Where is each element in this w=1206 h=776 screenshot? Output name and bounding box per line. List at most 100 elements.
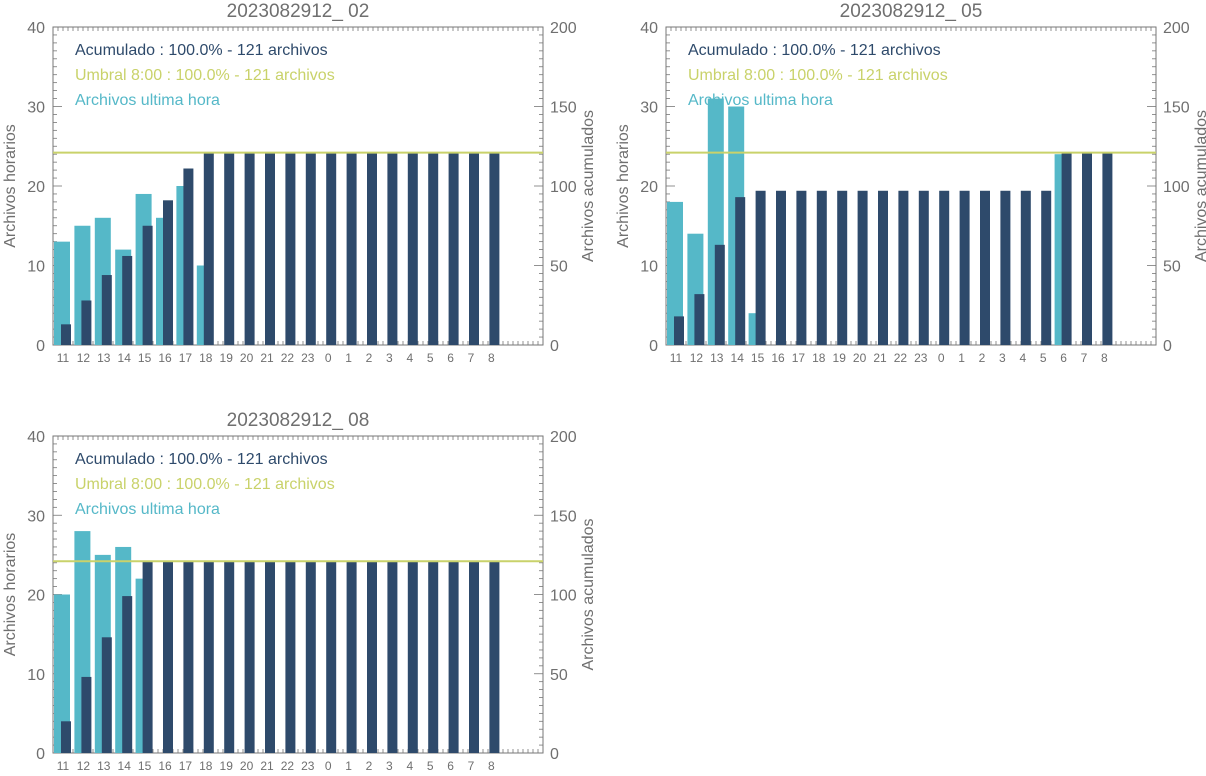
x-tick-label: 2 (366, 759, 373, 771)
x-tick-label: 4 (1019, 351, 1026, 365)
y-right-tick-label: 150 (550, 508, 577, 525)
x-tick-label: 3 (999, 351, 1006, 365)
accumulated-bar (1082, 152, 1092, 345)
y-right-tick-label: 50 (550, 667, 568, 684)
accumulated-bar (939, 190, 950, 345)
x-tick-label: 6 (1060, 351, 1067, 365)
hourly-bar (54, 594, 70, 753)
legend-item: Umbral 8:00 : 100.0% - 121 archivos (75, 67, 335, 84)
x-tick-label: 13 (97, 351, 111, 365)
y-left-axis-label: Archivos horarios (2, 124, 19, 248)
y-right-axis-label: Archivos acumulados (580, 518, 597, 670)
accumulated-bar (265, 152, 275, 345)
y-right-tick-label: 150 (1163, 100, 1190, 117)
x-tick-label: 15 (751, 351, 765, 365)
accumulated-bar (81, 676, 92, 753)
x-tick-label: 23 (301, 351, 315, 365)
accumulated-bar (163, 561, 173, 753)
accumulated-bar (387, 152, 398, 345)
x-tick-label: 1 (958, 351, 965, 365)
chart-panel-3: 2023082912_ 08010203040050100150200Archi… (2, 410, 597, 773)
accumulated-bar (326, 561, 337, 753)
y-right-tick-label: 200 (1163, 20, 1190, 37)
x-tick-label: 20 (240, 351, 254, 365)
y-left-tick-label: 20 (27, 588, 45, 605)
x-tick-label: 6 (447, 759, 454, 771)
accumulated-bar (142, 561, 153, 753)
x-tick-label: 7 (468, 759, 475, 771)
x-tick-label: 6 (447, 351, 454, 365)
accumulated-bar (244, 561, 255, 753)
accumulated-bar (142, 225, 153, 345)
hourly-bar (54, 241, 70, 345)
accumulated-bar (816, 190, 827, 345)
accumulated-bar (959, 190, 970, 345)
accumulated-bar (674, 316, 684, 345)
accumulated-bar (305, 561, 316, 753)
y-left-tick-label: 0 (649, 338, 658, 355)
y-left-tick-label: 30 (27, 508, 45, 525)
accumulated-bar (387, 561, 398, 753)
x-tick-label: 19 (220, 351, 234, 365)
accumulated-bar (1102, 152, 1113, 345)
accumulated-bar (1041, 190, 1052, 345)
x-tick-label: 1 (345, 759, 352, 771)
accumulated-bar (448, 152, 459, 345)
accumulated-bar (122, 255, 133, 345)
x-tick-label: 12 (690, 351, 704, 365)
x-tick-label: 13 (710, 351, 724, 365)
x-tick-label: 15 (138, 351, 152, 365)
accumulated-bar (407, 561, 418, 753)
x-tick-label: 19 (833, 351, 847, 365)
x-tick-label: 18 (812, 351, 826, 365)
accumulated-bar (489, 152, 500, 345)
x-tick-label: 16 (158, 759, 172, 771)
x-tick-label: 5 (1040, 351, 1047, 365)
accumulated-bar (735, 197, 746, 345)
accumulated-bar (101, 275, 112, 345)
x-tick-label: 14 (731, 351, 745, 365)
y-right-tick-label: 0 (550, 746, 559, 763)
y-left-tick-label: 40 (640, 20, 658, 37)
accumulated-bar (448, 561, 459, 753)
x-tick-label: 16 (771, 351, 785, 365)
y-left-tick-label: 10 (27, 667, 45, 684)
accumulated-bar (1000, 190, 1011, 345)
y-right-tick-label: 100 (1163, 179, 1190, 196)
chart-title: 2023082912_ 08 (227, 410, 370, 431)
x-tick-label: 5 (427, 759, 434, 771)
accumulated-bar (285, 561, 296, 753)
accumulated-bar (469, 561, 479, 753)
x-tick-label: 11 (57, 351, 70, 365)
accumulated-bar (428, 152, 439, 345)
y-right-tick-label: 200 (550, 20, 577, 37)
accumulated-bar (407, 152, 418, 345)
x-tick-label: 13 (97, 759, 111, 771)
y-right-tick-label: 200 (550, 429, 577, 446)
accumulated-bar (428, 561, 439, 753)
x-tick-label: 15 (138, 759, 152, 771)
y-right-tick-label: 0 (550, 338, 559, 355)
accumulated-bar (346, 561, 357, 753)
accumulated-bar (326, 152, 337, 345)
accumulated-bar (61, 324, 71, 345)
y-right-tick-label: 150 (550, 100, 577, 117)
chart-panel-2: 2023082912_ 05010203040050100150200Archi… (615, 1, 1206, 365)
legend-item: Umbral 8:00 : 100.0% - 121 archivos (75, 476, 335, 493)
accumulated-bar (796, 190, 807, 345)
x-tick-label: 17 (792, 351, 806, 365)
accumulated-bar (1020, 190, 1031, 345)
x-tick-label: 8 (488, 759, 495, 771)
x-tick-label: 21 (260, 759, 274, 771)
legend-item: Acumulado : 100.0% - 121 archivos (75, 451, 328, 468)
x-tick-label: 22 (281, 351, 295, 365)
accumulated-bar (244, 152, 255, 345)
accumulated-bar (101, 637, 112, 753)
x-tick-label: 17 (179, 351, 193, 365)
accumulated-bar (346, 152, 357, 345)
x-tick-label: 20 (853, 351, 867, 365)
x-tick-label: 2 (979, 351, 986, 365)
y-right-tick-label: 50 (1163, 259, 1181, 276)
y-right-tick-label: 100 (550, 588, 577, 605)
accumulated-bar (489, 561, 500, 753)
